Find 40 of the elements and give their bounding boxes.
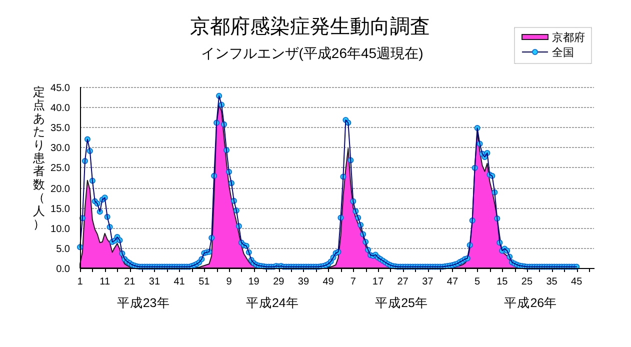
x-tick-label: 49: [322, 276, 334, 288]
x-tick-label: 5: [474, 276, 481, 288]
y-tick-label: 15.0: [50, 204, 70, 215]
x-tick-label: 41: [174, 276, 186, 288]
x-tick-label: 35: [546, 276, 558, 288]
y-tick-label: 5.0: [56, 244, 70, 255]
text: 平成26年: [504, 296, 558, 310]
x-tick-label: 45: [571, 276, 583, 288]
y-tick-label: 20.0: [50, 184, 70, 195]
y-tick-label: 10.0: [50, 224, 70, 235]
chart-subtitle: インフルエンザ(平成26年45週現在): [200, 45, 424, 61]
x-tick-label: 11: [100, 276, 110, 288]
y-tick-label: 40.0: [50, 103, 70, 114]
y-tick-label: 0.0: [56, 264, 70, 275]
x-tick-label: 27: [397, 276, 409, 288]
y-tick-label: 45.0: [50, 83, 70, 94]
text: 平成23年: [116, 296, 170, 310]
x-tick-label: 15: [496, 276, 508, 288]
y-tick-label: 25.0: [50, 163, 70, 174]
x-tick-label: 29: [273, 276, 285, 288]
x-tick-label: 25: [521, 276, 533, 288]
x-tick-label: 7: [350, 276, 356, 288]
y-axis-title: 定点あたり患者数（人）: [33, 85, 45, 231]
x-tick-label: 51: [198, 276, 210, 288]
text: 平成25年: [375, 296, 428, 310]
text: 平成24年: [246, 296, 299, 310]
y-tick-label: 30.0: [50, 143, 70, 154]
x-tick-label: 47: [446, 276, 458, 288]
x-tick-label: 31: [148, 276, 160, 288]
x-tick-label: 17: [372, 276, 384, 288]
legend-label: 京都府: [552, 31, 585, 44]
chart-title: 京都府感染症発生動向調査: [190, 16, 430, 38]
x-tick-label: 39: [298, 276, 310, 288]
x-tick-label: 37: [422, 276, 434, 288]
y-tick-label: 35.0: [50, 123, 70, 134]
x-tick-label: 1: [77, 276, 84, 288]
x-tick-label: 9: [226, 276, 232, 288]
legend-label: 全国: [552, 47, 574, 59]
x-tick-label: 21: [124, 276, 136, 288]
x-tick-label: 19: [248, 276, 260, 288]
